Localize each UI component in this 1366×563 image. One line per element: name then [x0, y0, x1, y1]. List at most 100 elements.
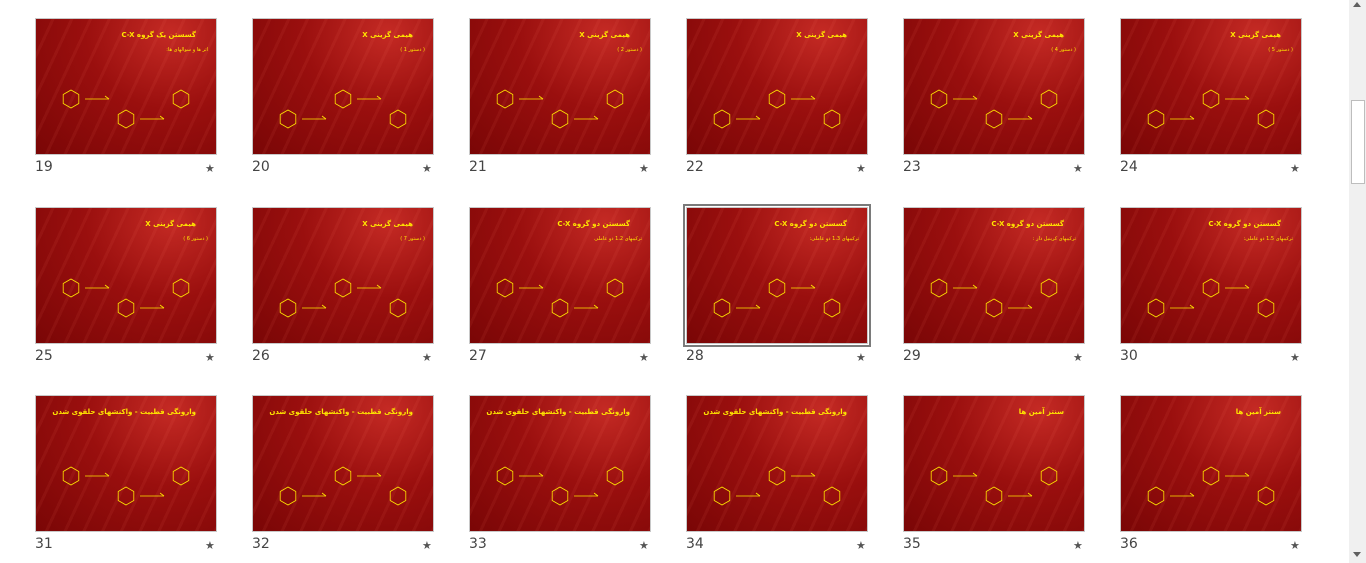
transition-icon[interactable]: ★ — [856, 539, 866, 552]
slide-title: گسستن دو گروه C-X — [774, 220, 847, 228]
slide-title: وارونگی قطبیت - واکنشهای حلقوی شدن — [703, 408, 847, 416]
background — [1121, 208, 1301, 343]
slide-number: 28 — [686, 348, 704, 364]
slide-subtitle: ترکیبهای کربنیل دار : — [1032, 236, 1076, 242]
slide-thumbnail[interactable]: گسستن دو گروه C-X ترکیبهای کربنیل دار : — [903, 207, 1085, 344]
slide-subtitle: ترکیبهای 1،2 دو عاملی — [594, 236, 642, 242]
slide-thumbnail[interactable]: هیمی گزینی X ( دستور 5 ) — [1120, 18, 1302, 155]
slide-thumbnail[interactable]: گسستن دو گروه C-X ترکیبهای 1،2 دو عاملی — [469, 207, 651, 344]
chemistry-diagram — [1147, 278, 1275, 318]
chemistry-diagram — [279, 278, 407, 318]
chemistry-diagram — [1147, 466, 1275, 506]
chemistry-diagram — [496, 278, 624, 318]
slide-thumbnail[interactable]: سنتز آمین ها — [903, 395, 1085, 532]
transition-icon[interactable]: ★ — [639, 162, 649, 175]
background — [1121, 19, 1301, 154]
slide-thumbnail[interactable]: هیمی گزینی X ( دستور 7 ) — [252, 207, 434, 344]
background — [904, 19, 1084, 154]
background — [687, 208, 867, 343]
slide-subtitle: ( دستور 7 ) — [400, 236, 425, 242]
transition-icon[interactable]: ★ — [1073, 162, 1083, 175]
slide-title: وارونگی قطبیت - واکنشهای حلقوی شدن — [52, 408, 196, 416]
transition-icon[interactable]: ★ — [1290, 351, 1300, 364]
slide-number: 32 — [252, 536, 270, 552]
transition-icon[interactable]: ★ — [205, 351, 215, 364]
slide-thumbnail[interactable]: سنتز آمین ها — [1120, 395, 1302, 532]
slide-title: سنتز آمین ها — [1018, 408, 1064, 416]
slide-subtitle: ترکیبهای 1،3 دو عاملی: — [809, 236, 859, 242]
slide-thumbnail[interactable]: هیمی گزینی X ( دستور 1 ) — [252, 18, 434, 155]
chemistry-diagram — [279, 466, 407, 506]
slide-number: 24 — [1120, 159, 1138, 175]
slide-number: 30 — [1120, 348, 1138, 364]
slide-number: 19 — [35, 159, 53, 175]
transition-icon[interactable]: ★ — [205, 539, 215, 552]
background — [253, 19, 433, 154]
scroll-up[interactable] — [1353, 2, 1361, 7]
transition-icon[interactable]: ★ — [639, 351, 649, 364]
slide-thumbnail[interactable]: هیمی گزینی X ( دستور 2 ) — [469, 18, 651, 155]
chemistry-diagram — [62, 278, 190, 318]
slide-thumbnail[interactable]: هیمی گزینی X ( دستور 6 ) — [35, 207, 217, 344]
transition-icon[interactable]: ★ — [422, 162, 432, 175]
background — [470, 208, 650, 343]
slide-subtitle: ( دستور 1 ) — [400, 47, 425, 53]
slide-thumbnail[interactable]: گسستن دو گروه C-X ترکیبهای 1،5 دو عاملی: — [1120, 207, 1302, 344]
slide-subtitle: ( دستور 2 ) — [617, 47, 642, 53]
slide-title: هیمی گزینی X — [362, 31, 413, 39]
background — [36, 19, 216, 154]
chemistry-diagram — [930, 466, 1058, 506]
background — [36, 396, 216, 531]
slide-thumbnail[interactable]: گسستن دو گروه C-X ترکیبهای 1،3 دو عاملی: — [683, 204, 871, 347]
slide-number: 20 — [252, 159, 270, 175]
slide-number: 23 — [903, 159, 921, 175]
chemistry-diagram — [62, 466, 190, 506]
slide-title: گسستن دو گروه C-X — [991, 220, 1064, 228]
transition-icon[interactable]: ★ — [856, 351, 866, 364]
slide-thumbnail[interactable]: هیمی گزینی X ( دستور 4 ) — [903, 18, 1085, 155]
background — [904, 396, 1084, 531]
chemistry-diagram — [713, 89, 841, 129]
slide-thumbnail[interactable]: وارونگی قطبیت - واکنشهای حلقوی شدن — [469, 395, 651, 532]
slide-title: وارونگی قطبیت - واکنشهای حلقوی شدن — [269, 408, 413, 416]
transition-icon[interactable]: ★ — [1290, 539, 1300, 552]
transition-icon[interactable]: ★ — [205, 162, 215, 175]
background — [253, 396, 433, 531]
transition-icon[interactable]: ★ — [639, 539, 649, 552]
transition-icon[interactable]: ★ — [422, 351, 432, 364]
chemistry-diagram — [279, 89, 407, 129]
transition-icon[interactable]: ★ — [1073, 539, 1083, 552]
chemistry-diagram — [496, 466, 624, 506]
slide-number: 26 — [252, 348, 270, 364]
scrollbar[interactable] — [1349, 0, 1366, 563]
slide-title: هیمی گزینی X — [796, 31, 847, 39]
chemistry-diagram — [713, 466, 841, 506]
scroll-thumb[interactable] — [1351, 100, 1365, 184]
slide-subtitle: ( دستور 6 ) — [183, 236, 208, 242]
slide-title: هیمی گزینی X — [1013, 31, 1064, 39]
slide-number: 27 — [469, 348, 487, 364]
slide-number: 33 — [469, 536, 487, 552]
transition-icon[interactable]: ★ — [422, 539, 432, 552]
slide-subtitle: ( دستور 5 ) — [1268, 47, 1293, 53]
slide-thumbnail[interactable]: هیمی گزینی X — [686, 18, 868, 155]
slide-title: گسستن دو گروه C-X — [557, 220, 630, 228]
scroll-down[interactable] — [1353, 552, 1361, 557]
chemistry-diagram — [1147, 89, 1275, 129]
transition-icon[interactable]: ★ — [856, 162, 866, 175]
slide-number: 36 — [1120, 536, 1138, 552]
background — [687, 396, 867, 531]
transition-icon[interactable]: ★ — [1290, 162, 1300, 175]
slide-thumbnail[interactable]: وارونگی قطبیت - واکنشهای حلقوی شدن — [252, 395, 434, 532]
chemistry-diagram — [496, 89, 624, 129]
slide-thumbnail[interactable]: وارونگی قطبیت - واکنشهای حلقوی شدن — [35, 395, 217, 532]
background — [1121, 396, 1301, 531]
chemistry-diagram — [62, 89, 190, 129]
slide-title: گسستن دو گروه C-X — [1208, 220, 1281, 228]
slide-thumbnail[interactable]: وارونگی قطبیت - واکنشهای حلقوی شدن — [686, 395, 868, 532]
transition-icon[interactable]: ★ — [1073, 351, 1083, 364]
slide-thumbnail[interactable]: گسستن یک گروه C-X اثر ها و سوالهای ها: — [35, 18, 217, 155]
chemistry-diagram — [930, 278, 1058, 318]
slide-number: 31 — [35, 536, 53, 552]
slide-title: هیمی گزینی X — [362, 220, 413, 228]
